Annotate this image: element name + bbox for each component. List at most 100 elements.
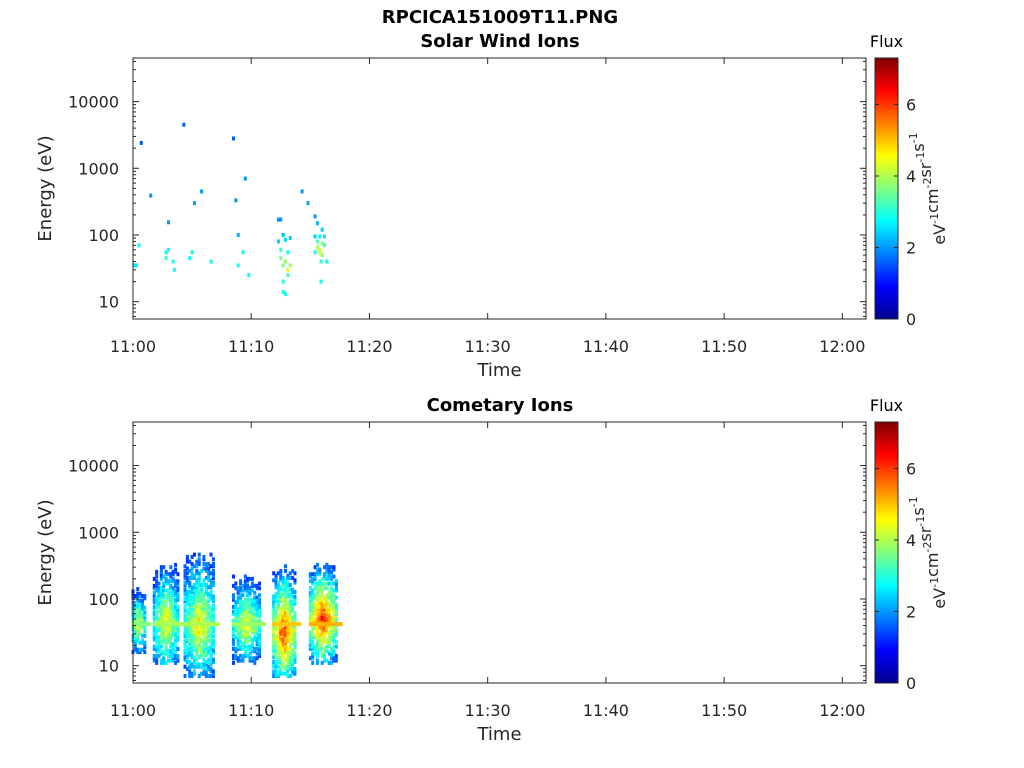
flux-pixel — [209, 662, 213, 667]
flux-pixel — [284, 582, 288, 587]
flux-pixel — [337, 622, 341, 627]
flux-pixel — [284, 587, 288, 592]
flux-pixel — [315, 588, 319, 593]
flux-pixel — [239, 607, 243, 612]
flux-pixel — [162, 581, 166, 586]
flux-pixel — [211, 624, 215, 629]
flux-pixel — [183, 638, 187, 643]
flux-pixel — [327, 651, 331, 656]
flux-pixel — [323, 630, 327, 635]
flux-pixel — [281, 592, 285, 597]
flux-pixel — [236, 644, 240, 649]
flux-pixel — [327, 635, 331, 640]
flux-pixel — [330, 593, 334, 598]
flux-pixel — [188, 669, 192, 674]
flux-pixel — [325, 658, 329, 663]
flux-pixel — [190, 575, 194, 580]
flux-pixel — [253, 618, 257, 623]
flux-pixel — [323, 583, 327, 588]
y-tick-label: 100 — [88, 590, 119, 609]
flux-pixel — [248, 658, 252, 663]
flux-pixel — [332, 574, 336, 579]
flux-pixel — [288, 594, 292, 599]
flux-pixel — [143, 629, 147, 634]
flux-pixel — [209, 608, 213, 613]
flux-pixel — [166, 611, 170, 616]
flux-pixel — [258, 600, 262, 605]
flux-pixel — [188, 671, 192, 676]
flux-pixel — [174, 588, 178, 593]
flux-pixel — [157, 602, 161, 607]
flux-pixel — [241, 653, 245, 658]
flux-pixel — [197, 573, 201, 578]
flux-pixel — [320, 588, 324, 593]
flux-pixel — [166, 639, 170, 644]
flux-pixel — [284, 671, 288, 676]
flux-pixel — [284, 629, 288, 634]
flux-pixel — [192, 669, 196, 674]
flux-pixel — [140, 622, 144, 627]
flux-pixel — [185, 648, 189, 653]
flux-pixel — [315, 658, 319, 663]
flux-pixel — [159, 576, 163, 581]
flux-pixel — [308, 642, 312, 647]
flux-pixel — [204, 662, 208, 667]
flux-pixel — [284, 634, 288, 639]
flux-pixel — [138, 631, 142, 636]
flux-pixel — [332, 639, 336, 644]
flux-pixel — [308, 574, 312, 579]
flux-pixel — [276, 622, 280, 627]
flux-pixel — [318, 644, 322, 649]
flux-pixel — [284, 564, 288, 569]
flux-pixel — [274, 610, 278, 615]
flux-pixel — [195, 613, 199, 618]
flux-pixel — [171, 611, 175, 616]
x-tick-label: 11:40 — [583, 337, 629, 356]
flux-pixel — [234, 600, 238, 605]
flux-pixel — [188, 568, 192, 573]
flux-pixel — [197, 603, 201, 608]
flux-pixel — [236, 628, 240, 633]
flux-pixel — [195, 571, 199, 576]
flux-pixel — [323, 658, 327, 663]
flux-pixel — [323, 653, 327, 658]
flux-pixel — [288, 643, 292, 648]
flux-pixel — [330, 653, 334, 658]
flux-pixel — [236, 639, 240, 644]
flux-pixel — [136, 638, 140, 643]
flux-pixel — [197, 631, 201, 636]
flux-pixel — [286, 648, 290, 653]
flux-pixel — [174, 600, 178, 605]
flux-pixel — [188, 631, 192, 636]
flux-pixel — [274, 578, 278, 583]
flux-pixel — [323, 595, 327, 600]
flux-pixel — [236, 637, 240, 642]
flux-pixel — [318, 616, 322, 621]
colorbar-unit-label: eV-1cm-2sr-1s-1 — [907, 132, 949, 244]
flux-pixel — [250, 604, 254, 609]
flux-pixel — [318, 632, 322, 637]
flux-pixel — [318, 607, 322, 612]
flux-pixel — [323, 604, 327, 609]
flux-pixel — [284, 606, 288, 611]
flux-pixel — [315, 616, 319, 621]
flux-pixel — [176, 622, 180, 627]
flux-pixel — [286, 580, 290, 585]
flux-pixel — [286, 664, 290, 669]
flux-pixel — [308, 597, 312, 602]
flux-pixel — [207, 571, 211, 576]
flux-pixel — [138, 608, 142, 613]
flux-pixel — [293, 667, 297, 672]
flux-pixel — [293, 578, 297, 583]
flux-pixel — [330, 628, 334, 633]
flux-pixel — [207, 603, 211, 608]
flux-pixel — [284, 627, 288, 632]
flux-pixel — [195, 559, 199, 564]
flux-pixel — [200, 638, 204, 643]
flux-pixel — [276, 594, 280, 599]
flux-pixel — [166, 588, 170, 593]
flux-pixel — [291, 603, 295, 608]
flux-pixel — [197, 587, 201, 592]
flux-pixel — [315, 245, 319, 250]
flux-pixel — [159, 604, 163, 609]
